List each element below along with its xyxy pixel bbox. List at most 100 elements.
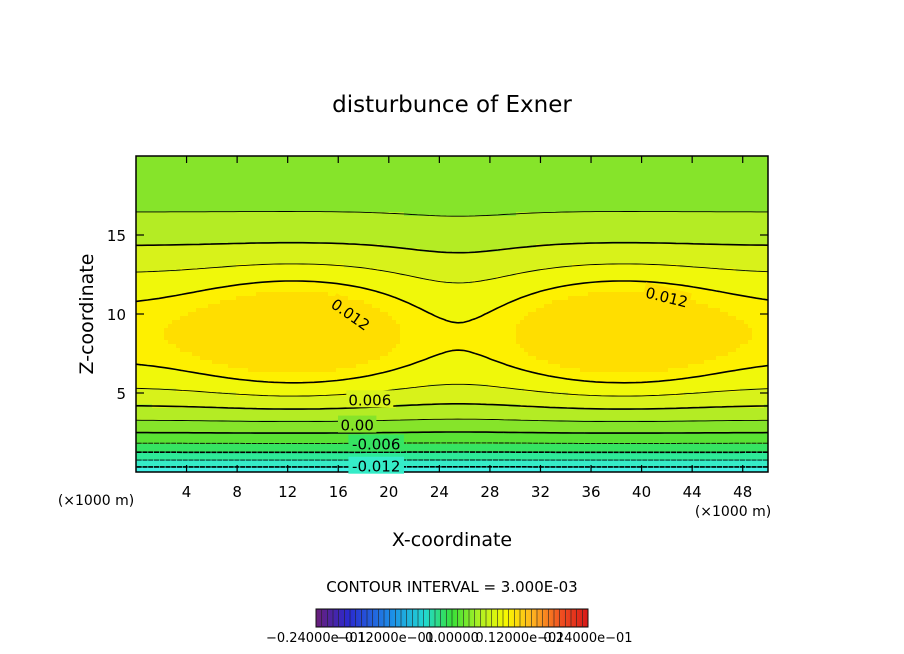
contour-fill-cell: [300, 212, 305, 217]
contour-fill-cell: [600, 252, 605, 257]
contour-fill-cell: [240, 168, 245, 173]
contour-fill-cell: [640, 160, 645, 165]
contour-fill-cell: [624, 176, 629, 181]
contour-fill-cell: [716, 252, 721, 257]
contour-fill-cell: [532, 188, 537, 193]
contour-fill-cell: [424, 272, 429, 277]
contour-fill-cell: [644, 200, 649, 205]
contour-fill-cell: [196, 192, 201, 197]
contour-fill-cell: [320, 252, 325, 257]
contour-fill-cell: [564, 164, 569, 169]
contour-fill-cell: [676, 200, 681, 205]
contour-fill-cell: [600, 236, 605, 241]
contour-fill-cell: [592, 196, 597, 201]
contour-fill-cell: [148, 240, 153, 245]
contour-fill-cell: [236, 244, 241, 249]
contour-fill-cell: [668, 188, 673, 193]
contour-fill-cell: [288, 164, 293, 169]
contour-fill-cell: [204, 208, 209, 213]
contour-fill-cell: [720, 236, 725, 241]
contour-fill-cell: [664, 172, 669, 177]
contour-fill-cell: [372, 252, 377, 257]
contour-fill-cell: [460, 268, 465, 273]
contour-fill-cell: [444, 220, 449, 225]
contour-fill-cell: [468, 216, 473, 221]
contour-fill-cell: [136, 200, 141, 205]
contour-fill-cell: [196, 280, 201, 285]
contour-fill-cell: [280, 164, 285, 169]
contour-fill-cell: [500, 240, 505, 245]
contour-fill-cell: [236, 160, 241, 165]
contour-fill-cell: [268, 164, 273, 169]
contour-fill-cell: [720, 184, 725, 189]
contour-fill-cell: [212, 200, 217, 205]
contour-fill-cell: [276, 204, 281, 209]
contour-fill-cell: [744, 192, 749, 197]
contour-fill-cell: [676, 208, 681, 213]
contour-fill-cell: [140, 176, 145, 181]
contour-fill-cell: [620, 236, 625, 241]
contour-fill-cell: [472, 160, 477, 165]
contour-fill-cell: [700, 272, 705, 277]
contour-fill-cell: [560, 244, 565, 249]
contour-fill-cell: [480, 228, 485, 233]
contour-fill-cell: [736, 212, 741, 217]
contour-fill-cell: [348, 212, 353, 217]
contour-fill-cell: [196, 168, 201, 173]
contour-fill-cell: [284, 272, 289, 277]
contour-fill-cell: [264, 256, 269, 261]
contour-fill-cell: [460, 252, 465, 257]
contour-fill-cell: [488, 180, 493, 185]
contour-fill-cell: [596, 224, 601, 229]
contour-fill-cell: [584, 192, 589, 197]
contour-fill-cell: [576, 268, 581, 273]
contour-fill-cell: [548, 244, 553, 249]
contour-fill-cell: [136, 256, 141, 261]
contour-fill-cell: [252, 264, 257, 269]
contour-fill-cell: [664, 208, 669, 213]
contour-fill-cell: [416, 192, 421, 197]
contour-fill-cell: [736, 260, 741, 265]
contour-fill-cell: [336, 276, 341, 281]
contour-fill-cell: [504, 232, 509, 237]
contour-fill-cell: [760, 248, 765, 253]
contour-fill-cell: [760, 160, 765, 165]
contour-fill-cell: [672, 204, 677, 209]
contour-fill-cell: [660, 180, 665, 185]
contour-fill-cell: [328, 224, 333, 229]
contour-fill-cell: [620, 232, 625, 237]
contour-fill-cell: [620, 184, 625, 189]
contour-fill-cell: [588, 160, 593, 165]
contour-fill-cell: [752, 164, 757, 169]
contour-fill-cell: [296, 184, 301, 189]
contour-fill-cell: [696, 168, 701, 173]
contour-fill-cell: [316, 252, 321, 257]
contour-fill-cell: [652, 208, 657, 213]
contour-fill-cell: [216, 196, 221, 201]
contour-fill-cell: [656, 156, 661, 161]
contour-fill-cell: [624, 248, 629, 253]
contour-fill-cell: [504, 184, 509, 189]
contour-fill-cell: [592, 192, 597, 197]
contour-fill-cell: [448, 264, 453, 269]
contour-fill-cell: [284, 216, 289, 221]
contour-fill-cell: [464, 224, 469, 229]
contour-fill-cell: [720, 244, 725, 249]
contour-fill-cell: [756, 216, 761, 221]
contour-fill-cell: [572, 256, 577, 261]
contour-fill-cell: [220, 224, 225, 229]
contour-fill-cell: [308, 184, 313, 189]
contour-fill-cell: [516, 212, 521, 217]
contour-fill-cell: [348, 224, 353, 229]
contour-fill-cell: [460, 276, 465, 281]
contour-fill-cell: [284, 184, 289, 189]
contour-fill-cell: [580, 200, 585, 205]
contour-fill-cell: [396, 228, 401, 233]
contour-fill-cell: [220, 232, 225, 237]
contour-fill-cell: [700, 216, 705, 221]
contour-fill-cell: [292, 208, 297, 213]
contour-fill-cell: [552, 252, 557, 257]
contour-fill-cell: [184, 196, 189, 201]
contour-fill-cell: [136, 220, 141, 225]
contour-fill-cell: [348, 232, 353, 237]
